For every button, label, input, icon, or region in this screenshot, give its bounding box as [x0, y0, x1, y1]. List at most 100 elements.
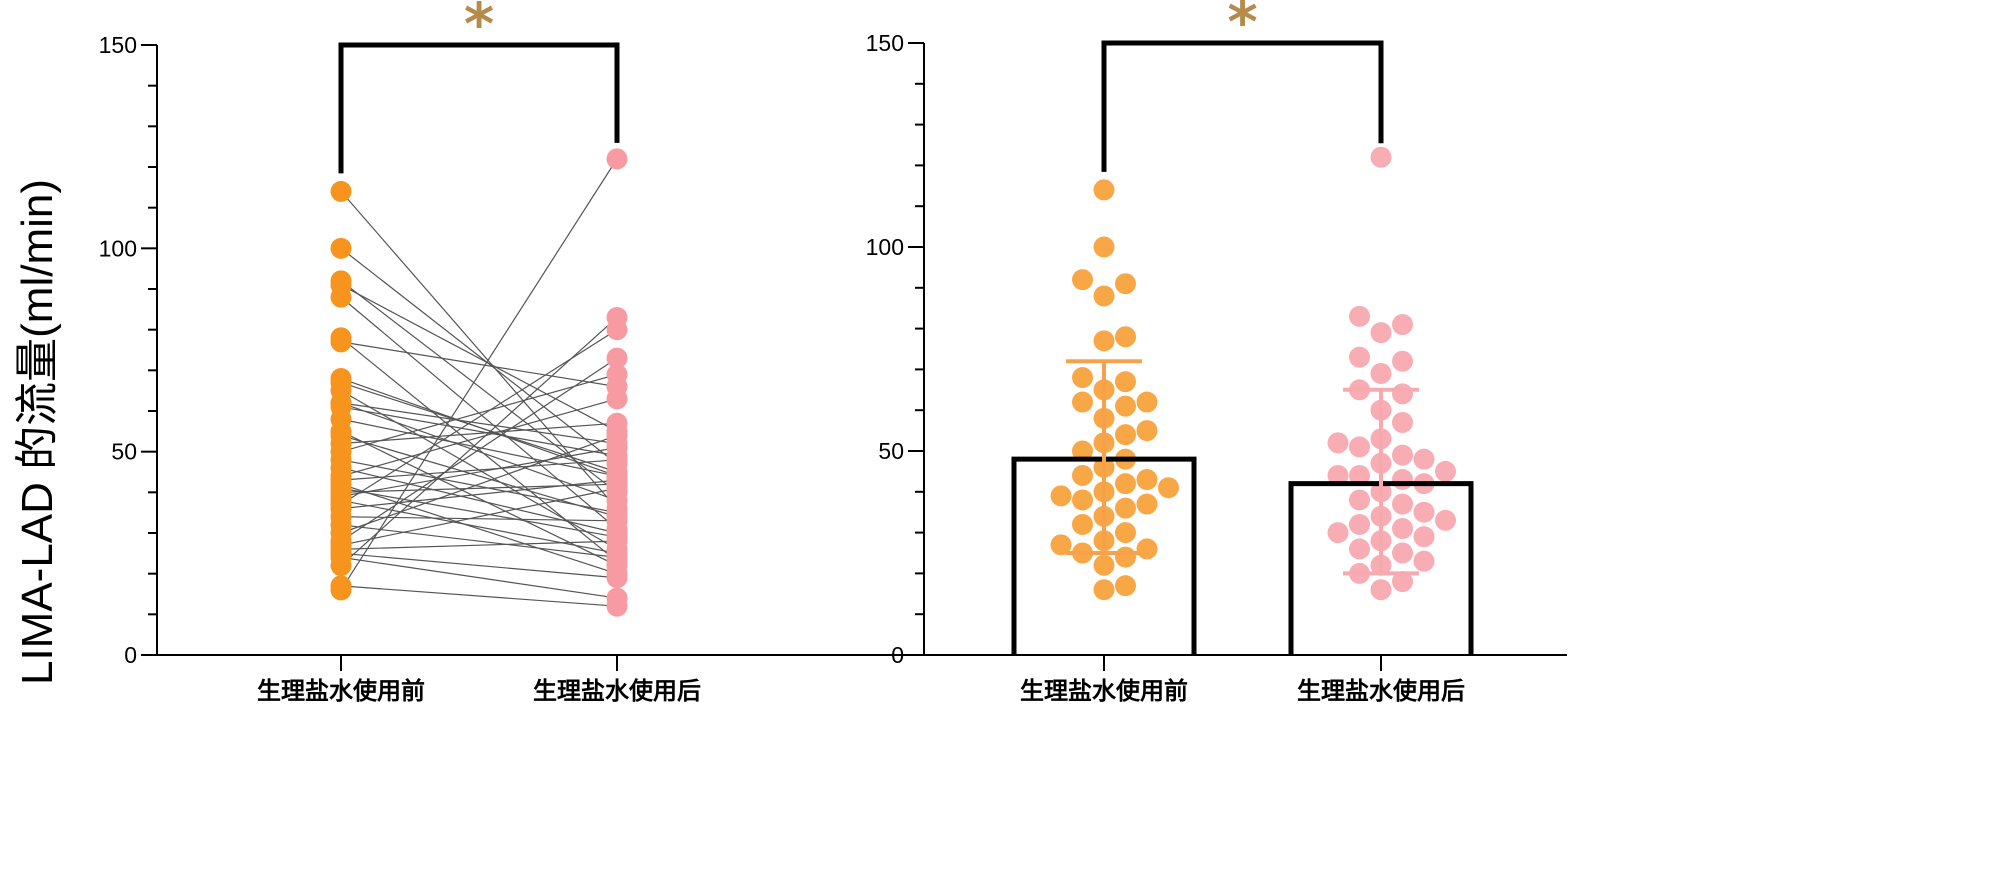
- point-after: [1435, 460, 1456, 482]
- right-y-tick-label: 100: [866, 234, 904, 260]
- point-before: [1136, 420, 1158, 442]
- pair-line: [340, 487, 618, 546]
- pair-line: [340, 447, 618, 497]
- point-after: [606, 363, 628, 385]
- pair-line: [340, 459, 618, 514]
- pair-line: [340, 524, 618, 558]
- point-before: [1115, 497, 1136, 519]
- point-before: [1115, 273, 1136, 295]
- pair-line: [340, 487, 618, 538]
- pair-line: [340, 552, 618, 579]
- point-before: [330, 555, 352, 577]
- pair-line: [340, 434, 618, 518]
- point-before: [1072, 391, 1093, 413]
- point-after: [1392, 469, 1413, 491]
- point-before: [1093, 579, 1115, 601]
- point-after: [606, 510, 628, 532]
- point-before: [1158, 477, 1179, 499]
- point-before: [1136, 538, 1158, 560]
- point-after: [1392, 411, 1413, 433]
- point-after: [1349, 489, 1370, 511]
- pair-line: [340, 459, 618, 481]
- left-y-tick-label: 150: [99, 32, 137, 58]
- point-before: [1136, 493, 1158, 515]
- points-left-panel: [330, 148, 628, 617]
- point-before: [1093, 179, 1115, 201]
- point-before: [1115, 424, 1136, 446]
- point-before: [330, 331, 352, 353]
- pair-line: [340, 247, 618, 465]
- pair-line: [340, 467, 618, 534]
- pair-line: [340, 406, 618, 457]
- left-y-tick-label: 50: [111, 439, 137, 465]
- pair-line: [340, 402, 618, 445]
- pair-line: [340, 381, 618, 473]
- point-after: [1349, 346, 1370, 368]
- point-after: [1349, 305, 1370, 327]
- point-before: [1115, 326, 1136, 348]
- point-before: [330, 237, 352, 259]
- point-after: [1392, 542, 1413, 564]
- point-before: [1115, 522, 1136, 544]
- pair-line: [340, 398, 618, 477]
- point-after: [606, 347, 628, 369]
- panel-bar-chart: 0 50 100 150 * 生理盐水使用前 生理盐水使用后: [866, 0, 1567, 705]
- point-after: [606, 477, 628, 499]
- point-after: [606, 595, 628, 617]
- point-before: [1093, 330, 1115, 352]
- point-before: [1115, 371, 1136, 393]
- point-after: [1327, 522, 1349, 544]
- point-after: [1370, 146, 1392, 168]
- x-tick-label-before: 生理盐水使用前: [1020, 677, 1188, 705]
- bars: [1011, 359, 1474, 655]
- point-after: [1413, 448, 1435, 470]
- point-after: [1327, 464, 1349, 486]
- point-before: [1115, 575, 1136, 597]
- point-after: [606, 424, 628, 446]
- pair-line: [340, 434, 618, 534]
- left-y-tick-label: 0: [124, 642, 137, 668]
- pair-line: [340, 158, 618, 591]
- pair-line: [340, 499, 618, 554]
- point-before: [1093, 285, 1115, 307]
- point-before: [1115, 395, 1136, 417]
- y-axis-left: 0 50 100 150: [99, 32, 1008, 671]
- point-after: [1370, 579, 1392, 601]
- point-before: [1136, 469, 1158, 491]
- point-after: [606, 530, 628, 552]
- point-before: [1136, 391, 1158, 413]
- point-before: [1072, 440, 1093, 462]
- significance-star-right: *: [1227, 0, 1257, 56]
- x-tick-label-after: 生理盐水使用后: [1297, 677, 1465, 705]
- point-after: [1413, 550, 1435, 572]
- pair-line: [340, 418, 618, 477]
- point-after: [1392, 518, 1413, 540]
- x-tick-label-after: 生理盐水使用后: [533, 677, 701, 705]
- point-before: [330, 286, 352, 308]
- pair-lines: [340, 158, 618, 607]
- pair-line: [340, 373, 618, 453]
- pair-line: [340, 317, 618, 566]
- point-after: [1327, 432, 1349, 454]
- point-before: [1072, 513, 1093, 535]
- point-after: [1413, 501, 1435, 523]
- point-before: [1093, 236, 1115, 258]
- point-after: [606, 148, 628, 170]
- y-axis-right: 0 50 100 150: [866, 30, 1567, 671]
- pair-line: [340, 341, 618, 388]
- pair-line: [340, 540, 618, 550]
- point-after: [1392, 493, 1413, 515]
- point-after: [1349, 513, 1370, 535]
- panel-paired-lines: 0 50 100 150 * 生理盐水使用前 生理盐水使用后: [99, 0, 1008, 705]
- point-before: [1115, 473, 1136, 495]
- pair-line: [340, 430, 618, 567]
- point-before: [1115, 546, 1136, 568]
- point-before: [1093, 554, 1115, 576]
- point-after: [1413, 526, 1435, 548]
- point-before: [330, 180, 352, 202]
- y-axis-label: LIMA-LAD 的流量(ml/min): [13, 179, 62, 685]
- significance-bracket-left: [338, 42, 620, 174]
- point-after: [606, 567, 628, 589]
- point-before: [1072, 464, 1093, 486]
